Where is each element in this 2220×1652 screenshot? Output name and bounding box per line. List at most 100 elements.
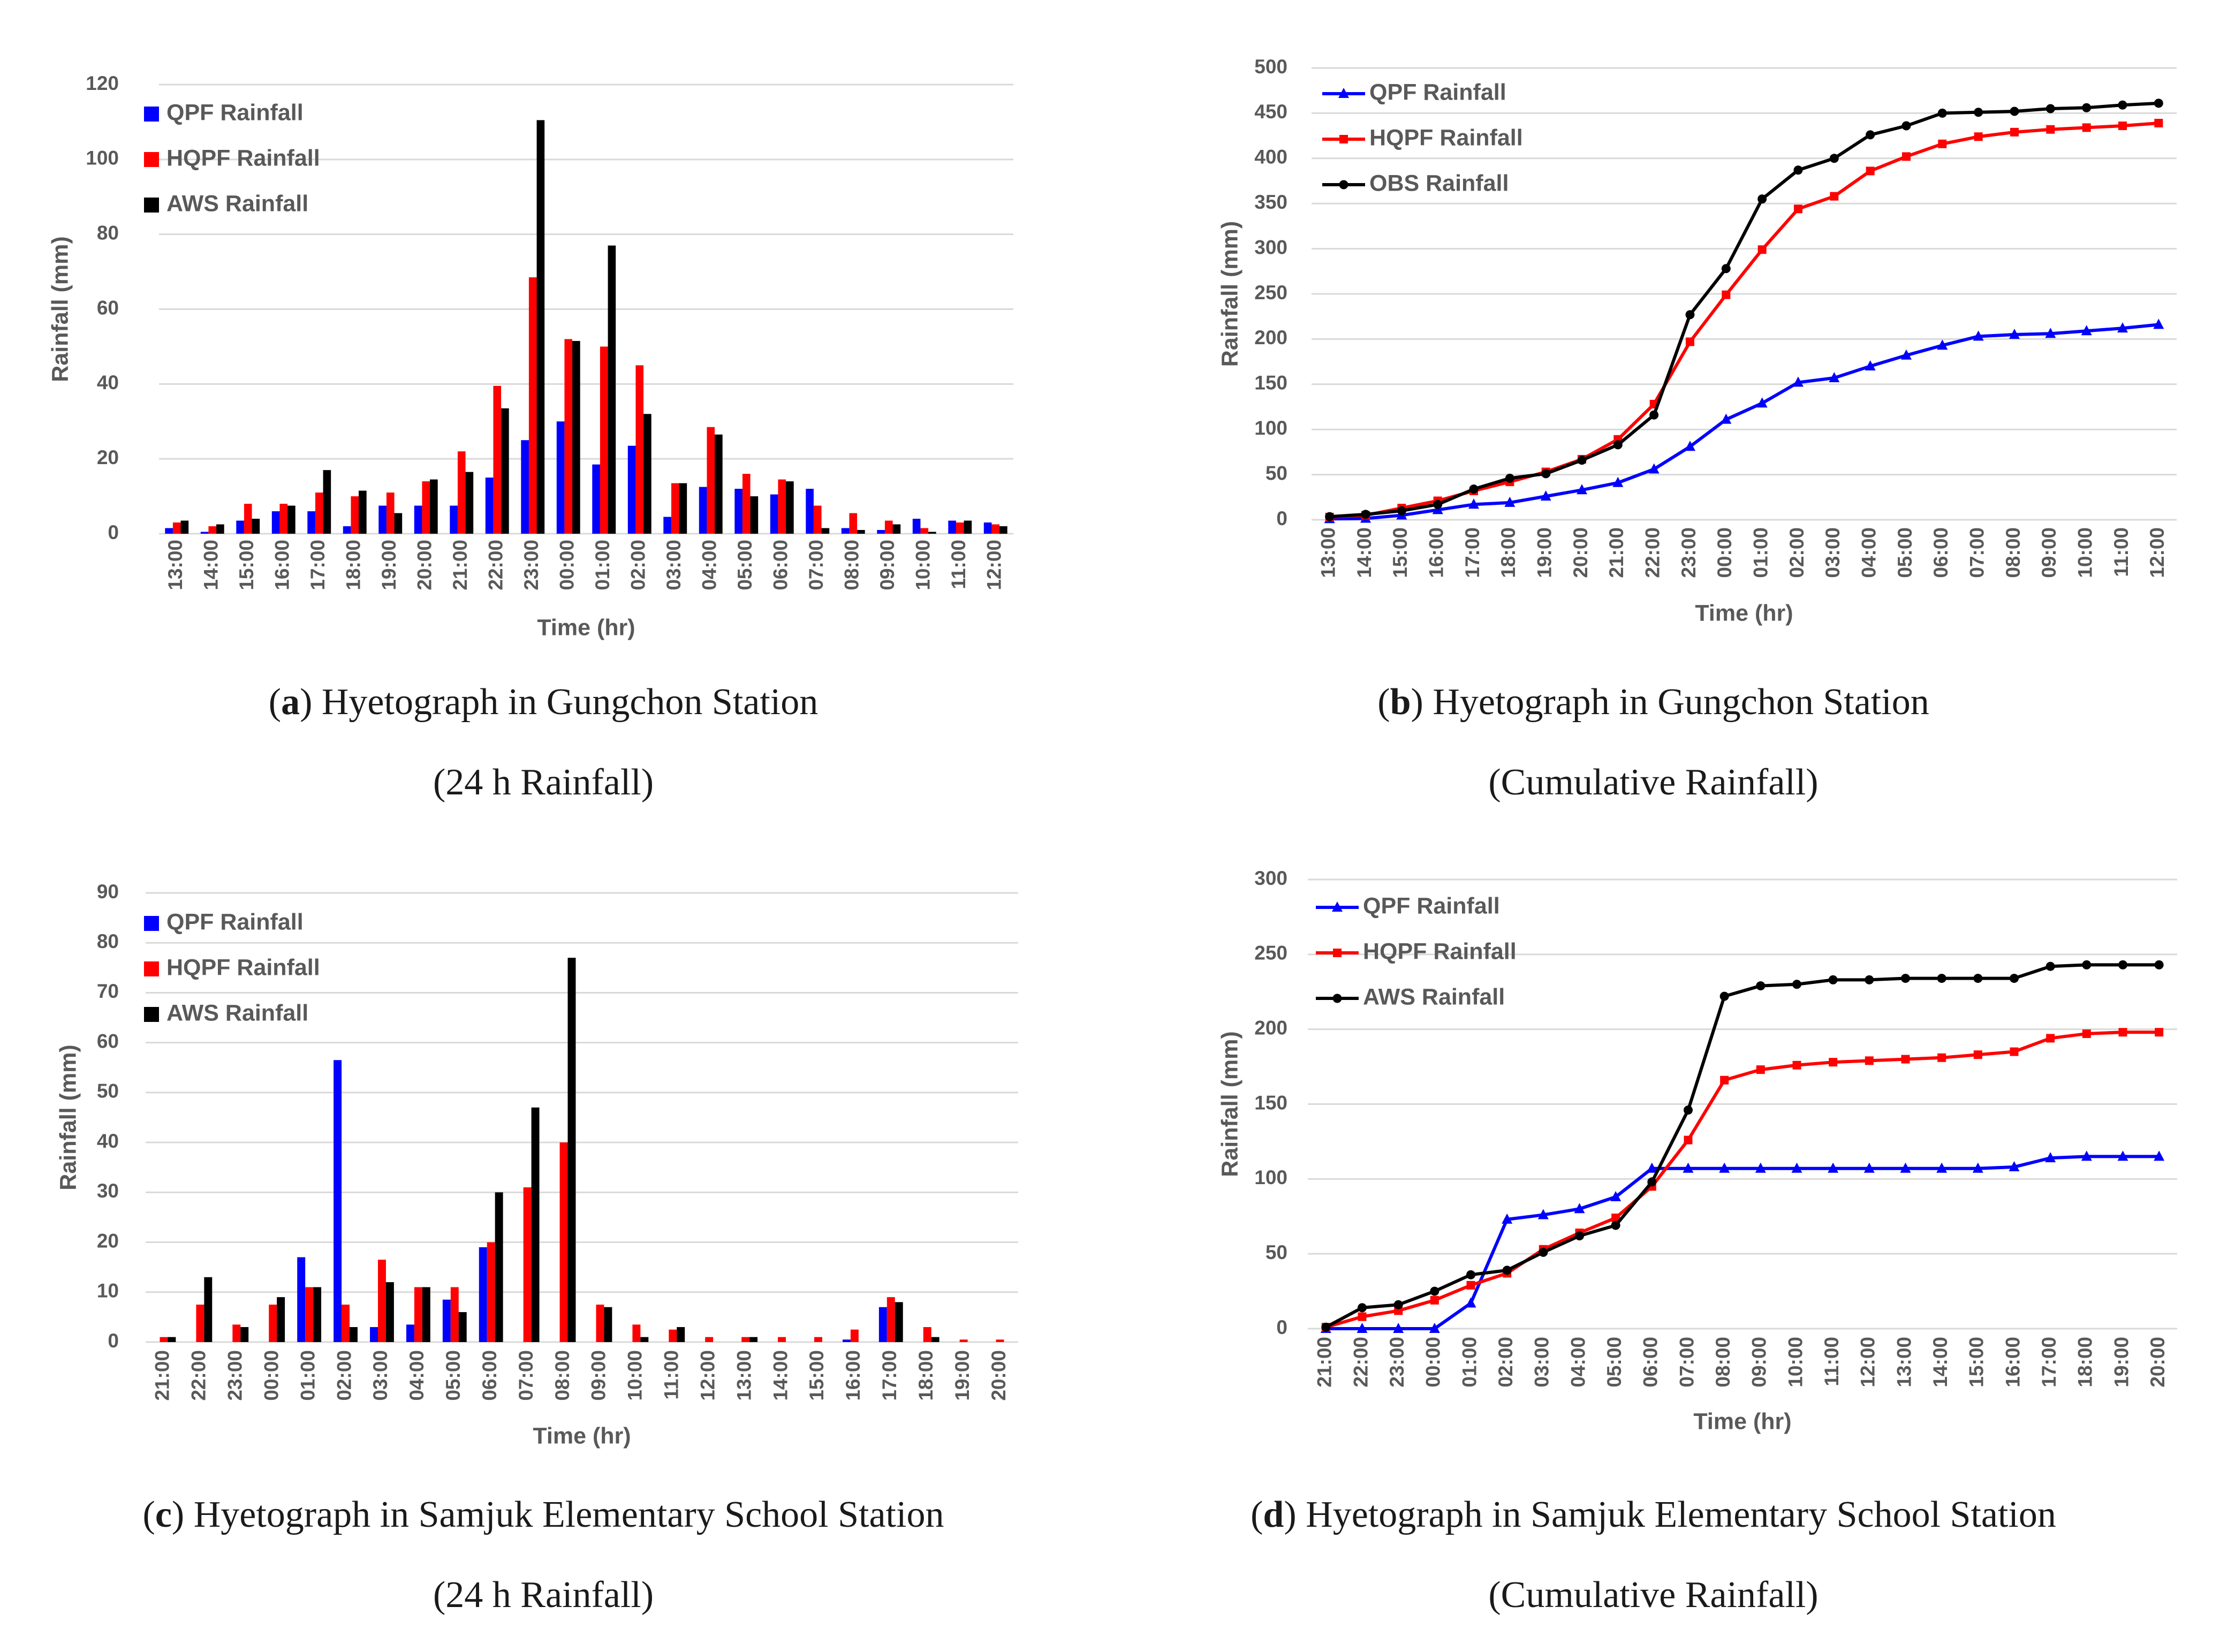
x-tick-label: 18:00 xyxy=(343,540,365,590)
y-tick-label: 40 xyxy=(97,1130,119,1152)
bar-aws-rainfall xyxy=(531,1107,540,1342)
x-tick-label: 23:00 xyxy=(1386,1337,1408,1388)
caption-b-line1: (b) Hyetograph in Gungchon Station xyxy=(1377,681,1929,723)
x-tick-label: 06:00 xyxy=(770,540,792,590)
point-hqpf-rainfall xyxy=(2082,1029,2091,1039)
point-qpf-rainfall xyxy=(2117,1150,2128,1161)
legend-marker-obs-rainfall xyxy=(1339,180,1348,190)
y-axis-label: Rainfall (mm) xyxy=(47,236,73,382)
point-hqpf-rainfall xyxy=(2046,125,2055,134)
bar-qpf-rainfall xyxy=(297,1257,306,1342)
bar-aws-rainfall xyxy=(750,496,759,534)
bar-aws-rainfall xyxy=(536,120,545,534)
x-tick-label: 04:00 xyxy=(1858,527,1880,578)
bar-hqpf-rainfall xyxy=(351,496,359,534)
point-obs-rainfall xyxy=(1433,499,1443,509)
bar-hqpf-rainfall xyxy=(523,1187,532,1342)
bar-qpf-rainfall xyxy=(948,520,956,534)
x-tick-label: 00:00 xyxy=(1422,1337,1444,1388)
x-tick-label: 08:00 xyxy=(841,540,863,590)
x-tick-label: 14:00 xyxy=(1353,527,1375,578)
point-qpf-rainfall xyxy=(1577,484,1587,495)
point-qpf-rainfall xyxy=(2081,1150,2092,1161)
point-qpf-rainfall xyxy=(1610,1191,1622,1201)
x-tick-label: 10:00 xyxy=(2074,527,2096,578)
point-aws-rainfall xyxy=(1430,1286,1439,1296)
legend-label-qpf-rainfall: QPF Rainfall xyxy=(1369,79,1506,105)
x-tick-label: 07:00 xyxy=(515,1350,537,1401)
point-obs-rainfall xyxy=(1505,473,1514,483)
x-axis-label: Time (hr) xyxy=(537,615,635,640)
bar-hqpf-rainfall xyxy=(377,1260,386,1342)
point-qpf-rainfall xyxy=(1719,1162,1730,1173)
y-tick-label: 0 xyxy=(108,521,119,543)
x-tick-label: 17:00 xyxy=(1461,527,1483,578)
point-hqpf-rainfall xyxy=(1865,1056,1874,1065)
line-qpf-rainfall xyxy=(1325,1155,2160,1330)
x-tick-label: 19:00 xyxy=(2110,1337,2132,1388)
x-axis-label: Time (hr) xyxy=(1695,600,1793,626)
point-obs-rainfall xyxy=(1577,456,1587,465)
bar-aws-rainfall xyxy=(216,524,224,534)
point-hqpf-rainfall xyxy=(2082,123,2091,132)
legend-label-hqpf-rainfall: HQPF Rainfall xyxy=(1369,125,1523,150)
x-tick-label: 09:00 xyxy=(876,540,898,590)
x-tick-label: 15:00 xyxy=(1966,1337,1988,1388)
x-tick-label: 14:00 xyxy=(1929,1337,1951,1388)
legend-label-obs-rainfall: OBS Rainfall xyxy=(1369,170,1509,196)
bar-qpf-rainfall xyxy=(370,1327,378,1342)
point-hqpf-rainfall xyxy=(1901,1055,1910,1064)
x-tick-label: 04:00 xyxy=(406,1350,428,1401)
point-qpf-rainfall xyxy=(1900,1162,1911,1173)
x-tick-label: 20:00 xyxy=(414,540,436,590)
x-tick-label: 01:00 xyxy=(1458,1337,1480,1388)
bar-hqpf-rainfall xyxy=(493,385,502,534)
x-tick-label: 22:00 xyxy=(1641,527,1663,578)
bar-qpf-rainfall xyxy=(842,1339,851,1342)
y-tick-label: 100 xyxy=(86,147,119,169)
x-tick-label: 02:00 xyxy=(627,540,649,590)
bar-hqpf-rainfall xyxy=(742,474,751,534)
caption-c-line1: (c) Hyetograph in Samjuk Elementary Scho… xyxy=(142,1494,944,1535)
x-tick-label: 21:00 xyxy=(1314,1337,1336,1388)
point-qpf-rainfall xyxy=(1685,441,1695,451)
bar-aws-rainfall xyxy=(999,526,1007,534)
bar-aws-rainfall xyxy=(786,481,794,534)
bar-aws-rainfall xyxy=(895,1302,903,1342)
y-tick-label: 500 xyxy=(1254,56,1287,78)
y-axis-label: Rainfall (mm) xyxy=(1217,1031,1242,1177)
bar-hqpf-rainfall xyxy=(559,1142,568,1342)
point-hqpf-rainfall xyxy=(1830,192,1839,201)
bar-aws-rainfall xyxy=(604,1307,612,1342)
bar-aws-rainfall xyxy=(643,414,651,534)
x-tick-label: 14:00 xyxy=(200,540,222,590)
point-qpf-rainfall xyxy=(1612,476,1624,487)
bar-hqpf-rainfall xyxy=(991,524,1000,534)
legend-swatch-aws-rainfall xyxy=(144,1007,159,1022)
point-obs-rainfall xyxy=(1937,108,1947,118)
x-tick-label: 02:00 xyxy=(1786,527,1808,578)
point-qpf-rainfall xyxy=(1683,1162,1694,1173)
bar-qpf-rainfall xyxy=(699,487,707,534)
point-aws-rainfall xyxy=(1393,1300,1403,1309)
point-hqpf-rainfall xyxy=(1466,1280,1475,1290)
bar-aws-rainfall xyxy=(323,470,331,534)
legend-label-hqpf-rainfall: HQPF Rainfall xyxy=(166,145,320,171)
point-obs-rainfall xyxy=(1685,310,1695,320)
legend-swatch-qpf-rainfall xyxy=(144,916,159,931)
point-obs-rainfall xyxy=(2154,98,2163,108)
caption-a-line1: (a) Hyetograph in Gungchon Station xyxy=(268,681,819,723)
x-tick-label: 12:00 xyxy=(2146,527,2168,578)
point-qpf-rainfall xyxy=(1540,490,1551,501)
point-obs-rainfall xyxy=(1649,410,1659,420)
x-tick-label: 05:00 xyxy=(442,1350,464,1401)
x-tick-label: 09:00 xyxy=(1748,1337,1770,1388)
point-qpf-rainfall xyxy=(2009,1161,2020,1171)
point-obs-rainfall xyxy=(2082,103,2092,112)
x-tick-label: 17:00 xyxy=(878,1350,900,1401)
y-tick-label: 80 xyxy=(97,222,119,244)
y-tick-label: 450 xyxy=(1254,101,1287,123)
y-tick-label: 300 xyxy=(1254,867,1287,889)
bar-hqpf-rainfall xyxy=(705,1337,714,1342)
x-tick-label: 10:00 xyxy=(1784,1337,1806,1388)
